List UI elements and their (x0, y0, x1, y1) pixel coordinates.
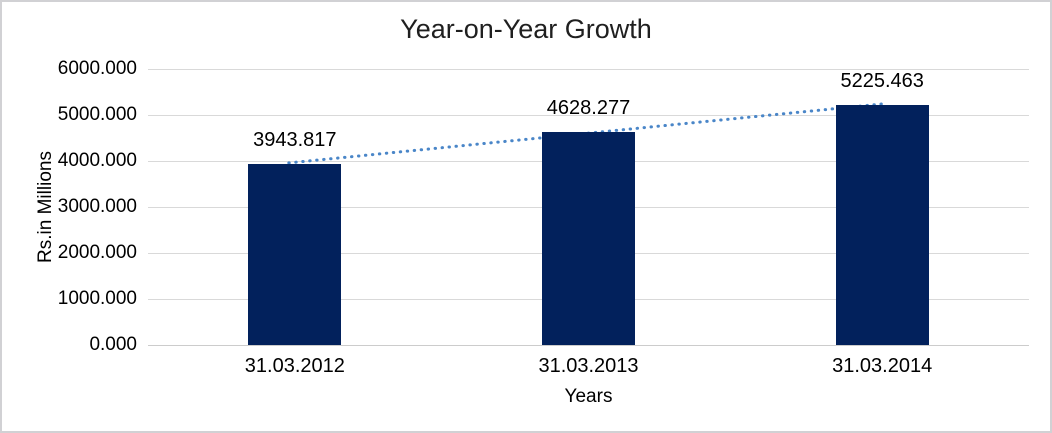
y-tick-label: 5000.000 (57, 104, 137, 125)
trendline-path (287, 102, 884, 165)
x-axis-line (148, 345, 1029, 346)
y-tick-label: 1000.000 (57, 288, 137, 309)
y-tick-label: 4000.000 (57, 150, 137, 171)
y-tick-label: 2000.000 (57, 242, 137, 263)
plot-area: 3943.817 4628.277 5225.463 (148, 69, 1029, 346)
trendline (287, 102, 884, 165)
y-tick-label: 0.000 (89, 334, 137, 355)
bar-value-label: 3943.817 (253, 128, 337, 151)
y-tick-label: 6000.000 (57, 58, 137, 79)
y-tick-label: 3000.000 (57, 196, 137, 217)
chart-title: Year-on-Year Growth (400, 14, 652, 44)
bar-value-label: 5225.463 (840, 69, 924, 92)
gridline (148, 69, 1029, 70)
bar-31.03.2012 (248, 163, 342, 345)
x-tick-label: 31.03.2013 (538, 355, 639, 377)
x-tick-label: 31.03.2012 (244, 355, 345, 377)
bar-31.03.2013 (542, 132, 635, 345)
bar-value-label: 4628.277 (546, 97, 631, 120)
bar-31.03.2014 (835, 104, 929, 345)
gridline (148, 115, 1029, 116)
x-axis-title: Years (564, 386, 613, 407)
x-tick-label: 31.03.2014 (832, 355, 933, 377)
